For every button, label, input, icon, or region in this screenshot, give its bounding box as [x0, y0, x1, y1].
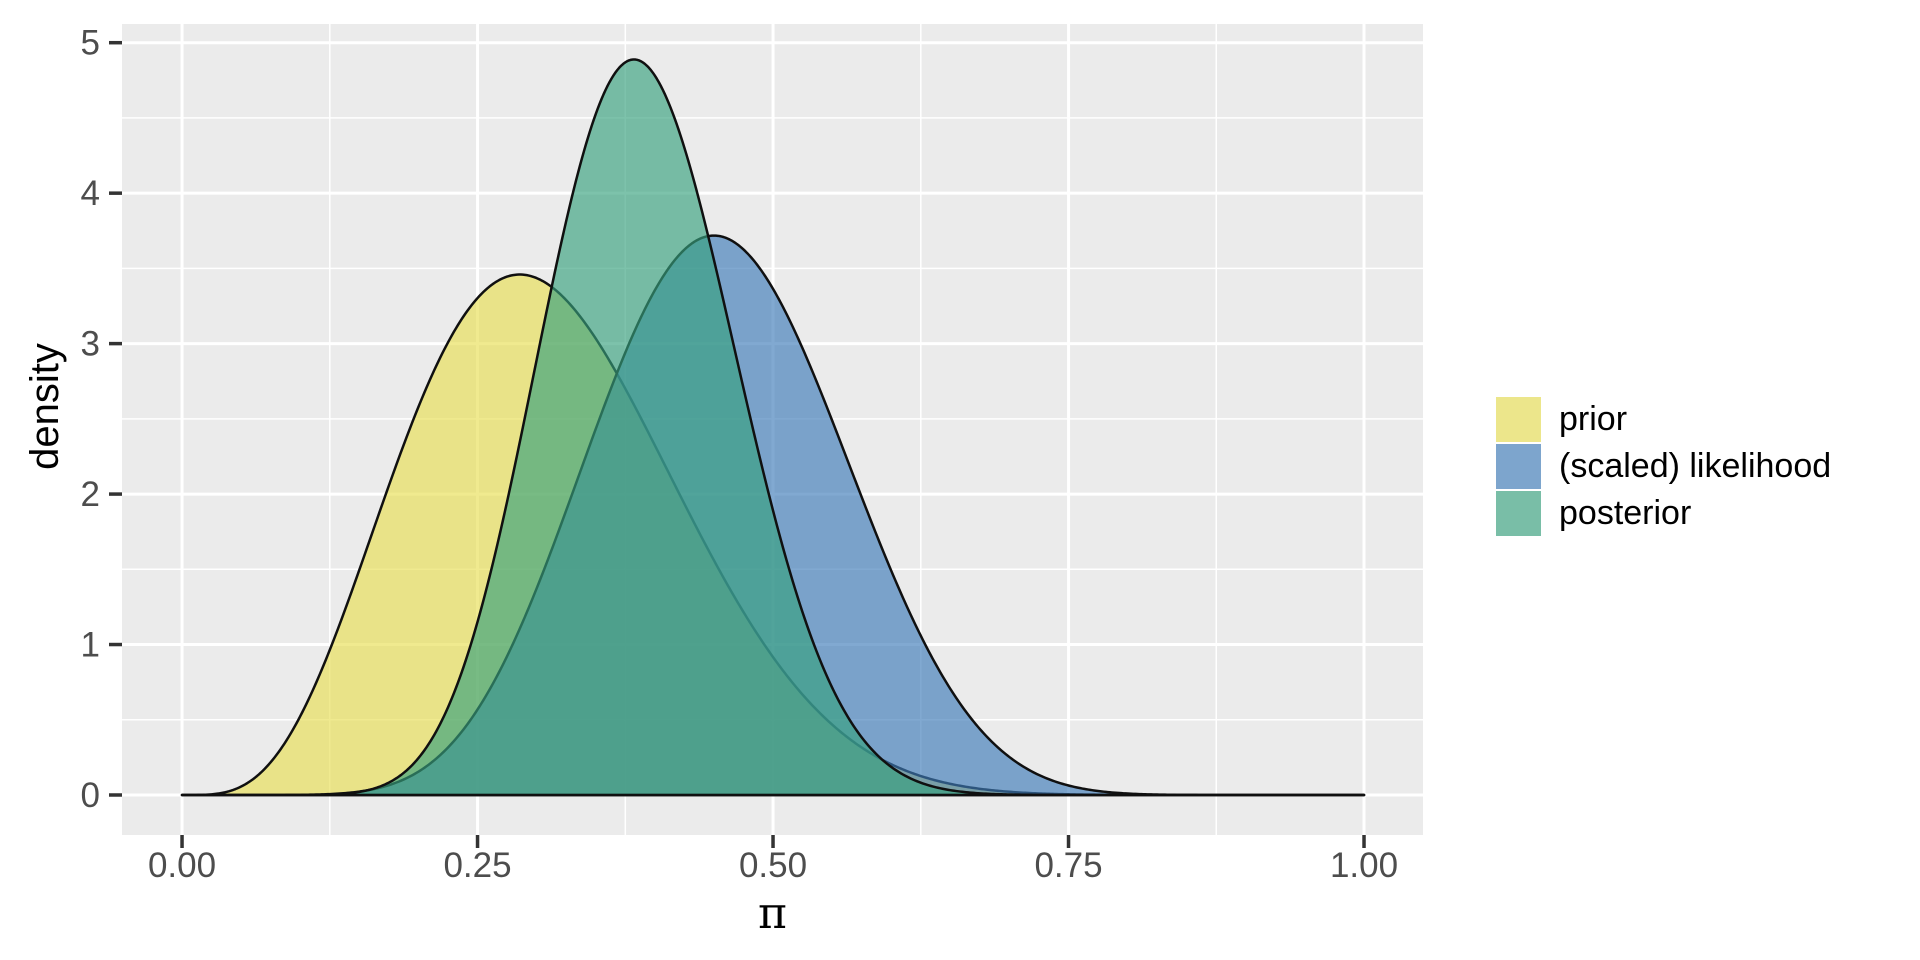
- legend-swatch-prior: [1496, 397, 1541, 442]
- legend-label-likelihood: (scaled) likelihood: [1559, 447, 1832, 485]
- legend-label-prior: prior: [1559, 400, 1628, 438]
- y-tick-label: 2: [81, 475, 100, 514]
- y-tick-label: 3: [81, 325, 100, 364]
- x-tick-label: 0.50: [739, 846, 807, 885]
- legend-swatch-likelihood: [1496, 444, 1541, 489]
- y-axis-title: density: [23, 343, 67, 470]
- density-area-posterior: [180, 58, 1366, 797]
- y-tick-label: 4: [81, 174, 100, 213]
- legend: prior (scaled) likelihood posterior: [1496, 397, 1831, 536]
- legend-entry-prior: prior: [1496, 397, 1831, 442]
- y-tick-label: 0: [81, 776, 100, 815]
- y-tick-label: 1: [81, 626, 100, 665]
- legend-swatch-posterior: [1496, 491, 1541, 536]
- legend-entry-posterior: posterior: [1496, 491, 1831, 536]
- x-tick-label: 0.25: [443, 846, 511, 885]
- y-tick-label: 5: [81, 24, 100, 63]
- x-tick-label: 1.00: [1330, 846, 1398, 885]
- x-tick-label: 0.75: [1034, 846, 1102, 885]
- x-tick-label: 0.00: [148, 846, 216, 885]
- legend-entry-likelihood: (scaled) likelihood: [1496, 444, 1831, 489]
- x-axis-title: π: [758, 888, 787, 939]
- legend-label-posterior: posterior: [1559, 494, 1692, 532]
